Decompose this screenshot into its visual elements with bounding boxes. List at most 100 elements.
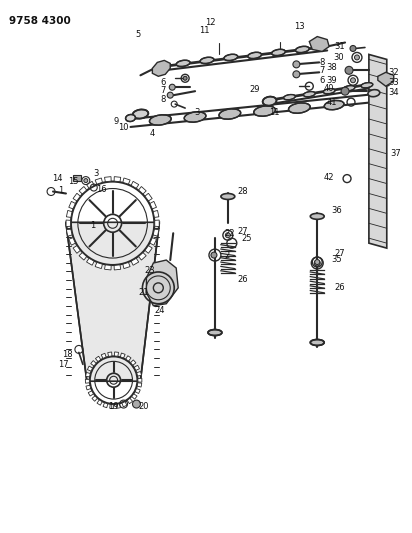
Polygon shape [108,352,112,357]
Text: 37: 37 [391,149,402,158]
Text: 31: 31 [335,42,345,51]
Text: 4: 4 [150,130,155,139]
Text: 34: 34 [389,88,399,96]
Polygon shape [369,54,387,248]
Polygon shape [122,402,127,407]
Polygon shape [105,176,111,182]
Polygon shape [88,391,94,396]
Text: 10: 10 [118,124,129,132]
Circle shape [351,78,356,83]
Ellipse shape [303,92,315,97]
Text: 39: 39 [326,76,337,85]
Text: 1: 1 [58,186,63,195]
Text: 13: 13 [294,22,304,31]
Polygon shape [79,187,87,194]
Text: 21: 21 [138,288,148,297]
Polygon shape [91,360,96,366]
Polygon shape [114,265,121,270]
Ellipse shape [310,340,324,345]
Ellipse shape [310,213,324,219]
Ellipse shape [368,90,380,96]
Circle shape [169,84,175,90]
Text: 7: 7 [319,66,325,75]
Polygon shape [131,360,136,365]
Text: 9: 9 [113,117,119,126]
Text: 29: 29 [249,85,260,94]
Circle shape [225,233,230,238]
Ellipse shape [288,103,310,113]
Polygon shape [123,262,130,269]
Ellipse shape [184,112,206,122]
Polygon shape [95,262,103,269]
Polygon shape [131,259,139,265]
Polygon shape [73,246,80,253]
Text: 11: 11 [199,26,210,35]
Text: 23: 23 [145,266,155,276]
Ellipse shape [272,50,286,55]
Text: 41: 41 [327,98,337,107]
Polygon shape [137,383,142,387]
Polygon shape [87,366,93,371]
Polygon shape [152,60,170,76]
Polygon shape [123,178,130,184]
Ellipse shape [263,96,276,106]
Text: 26: 26 [334,284,345,293]
Text: 28: 28 [238,187,248,196]
Polygon shape [132,394,137,399]
Text: 11: 11 [269,108,279,117]
Text: 6: 6 [160,78,165,87]
Circle shape [133,400,140,408]
Polygon shape [85,379,89,383]
Polygon shape [66,229,72,236]
Ellipse shape [200,57,214,63]
Text: 22: 22 [225,229,235,238]
Polygon shape [66,222,159,381]
Polygon shape [145,246,152,253]
Polygon shape [145,193,152,201]
Circle shape [211,252,217,258]
Polygon shape [87,259,94,265]
Text: 6: 6 [319,76,325,85]
Text: 27: 27 [334,248,345,257]
Text: 5: 5 [135,30,140,39]
Text: 2: 2 [225,251,230,260]
Circle shape [345,67,353,74]
Polygon shape [137,372,141,376]
Polygon shape [73,193,80,201]
Text: 36: 36 [331,206,342,215]
Circle shape [350,45,356,52]
Polygon shape [138,253,146,260]
Polygon shape [378,72,394,86]
Ellipse shape [254,106,276,116]
Polygon shape [135,389,140,393]
Text: 26: 26 [238,276,248,285]
Text: 40: 40 [324,84,334,93]
Ellipse shape [324,100,344,110]
Circle shape [293,71,300,78]
Text: 1: 1 [91,221,96,230]
Polygon shape [87,181,94,188]
Polygon shape [86,373,90,377]
Ellipse shape [343,86,355,91]
Text: 18: 18 [62,350,73,359]
Text: 33: 33 [389,78,400,87]
Polygon shape [146,260,178,306]
Ellipse shape [219,109,241,119]
Ellipse shape [133,109,148,119]
Polygon shape [95,178,103,184]
Polygon shape [97,400,102,405]
Polygon shape [69,201,75,209]
Circle shape [354,55,359,60]
Text: 27: 27 [238,227,248,236]
Text: 3: 3 [94,169,99,178]
Polygon shape [101,353,106,358]
Text: 12: 12 [206,18,216,27]
Text: 35: 35 [331,255,342,263]
Ellipse shape [126,115,136,122]
Polygon shape [138,378,142,382]
Polygon shape [127,398,133,403]
Polygon shape [134,365,140,370]
Polygon shape [103,403,108,408]
Polygon shape [115,352,119,356]
Polygon shape [116,404,120,408]
